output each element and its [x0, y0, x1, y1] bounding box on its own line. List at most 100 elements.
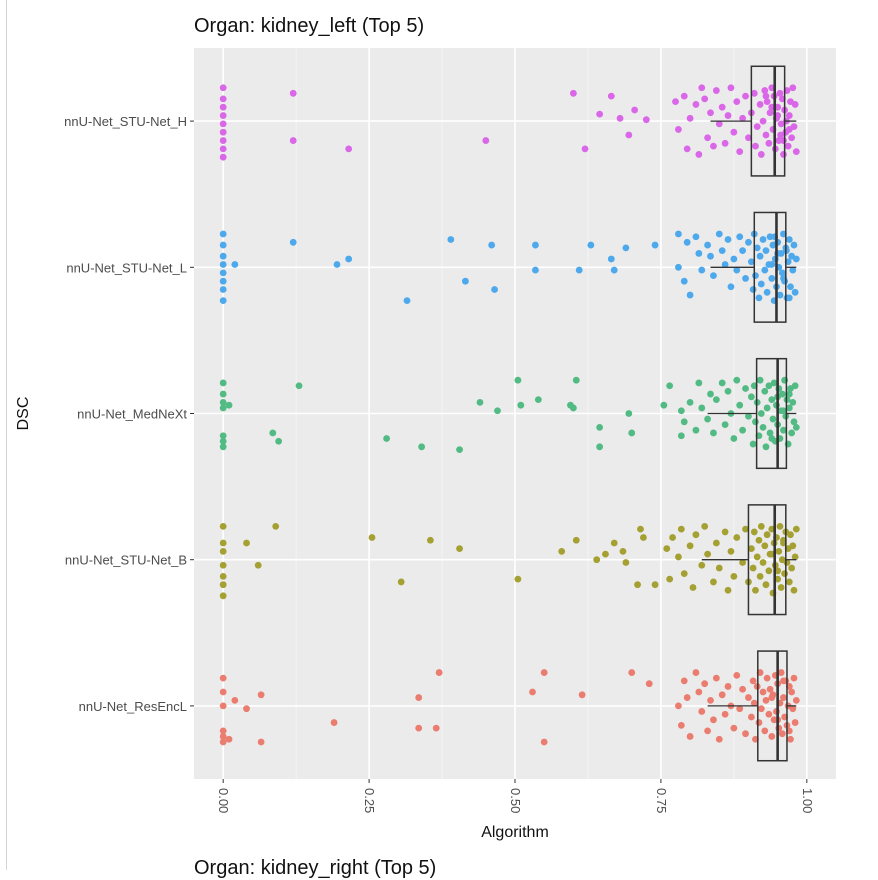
data-point: [749, 564, 757, 572]
data-point: [295, 382, 303, 390]
data-point: [745, 134, 752, 142]
data-point: [704, 415, 711, 423]
data-point: [269, 429, 277, 437]
data-point: [219, 443, 227, 451]
data-point: [572, 376, 580, 384]
data-point: [710, 578, 717, 586]
data-point: [219, 95, 227, 103]
data-point: [675, 702, 682, 710]
data-point: [766, 109, 774, 117]
data-point: [733, 671, 741, 679]
data-point: [727, 84, 735, 92]
data-point: [747, 713, 755, 721]
data-point: [721, 528, 729, 536]
data-point: [692, 101, 700, 108]
data-point: [330, 719, 338, 726]
data-point: [345, 145, 353, 153]
data-point: [787, 283, 794, 291]
data-point: [724, 683, 732, 690]
data-point: [789, 398, 797, 406]
data-point: [715, 230, 723, 238]
x-tick-label: 1.00: [800, 788, 815, 813]
data-point: [765, 382, 773, 390]
data-point: [219, 733, 227, 740]
data-point: [219, 572, 227, 580]
data-point: [721, 139, 729, 147]
data-point: [757, 705, 765, 713]
data-point: [712, 396, 720, 404]
data-point: [482, 137, 490, 144]
data-point: [742, 525, 749, 533]
data-point: [785, 112, 793, 119]
data-point: [765, 139, 773, 147]
data-point: [447, 236, 455, 243]
data-point: [686, 291, 694, 299]
data-point: [733, 98, 741, 106]
data-point: [759, 559, 767, 566]
data-point: [762, 696, 770, 704]
data-point: [631, 106, 639, 114]
data-point: [777, 120, 785, 128]
data-point: [456, 545, 463, 552]
data-point: [790, 418, 798, 426]
data-point: [791, 101, 799, 108]
data-point: [776, 89, 784, 97]
data-point: [742, 385, 749, 392]
boxplot-nnU-Net_STU-Net_L: [710, 211, 797, 323]
data-point: [789, 705, 797, 713]
data-point: [219, 84, 227, 92]
data-point: [780, 151, 787, 158]
data-point: [759, 236, 767, 243]
data-point: [219, 153, 227, 161]
data-point: [710, 142, 717, 150]
data-point: [219, 581, 227, 589]
data-point: [704, 550, 711, 558]
data-point: [768, 733, 776, 740]
data-point: [686, 114, 694, 122]
data-point: [788, 564, 796, 572]
data-point: [695, 688, 703, 696]
data-point: [435, 669, 443, 676]
data-point: [677, 525, 685, 533]
data-point: [219, 437, 227, 445]
data-point: [791, 288, 799, 296]
data-point: [785, 404, 793, 412]
data-point: [721, 261, 729, 268]
data-point: [581, 145, 589, 153]
data-point: [762, 92, 770, 100]
data-point: [698, 266, 706, 274]
data-point: [634, 581, 641, 589]
data-point: [686, 398, 694, 406]
y-tick-label: nnU-Net_MedNeXt: [77, 407, 187, 422]
data-point: [777, 669, 785, 676]
data-point: [766, 233, 774, 241]
data-point: [739, 247, 747, 255]
data-point: [219, 398, 227, 406]
data-point: [651, 581, 659, 589]
data-point: [761, 266, 769, 274]
data-point: [219, 103, 227, 111]
data-point: [756, 572, 764, 580]
data-point: [225, 735, 233, 743]
data-point: [755, 536, 763, 544]
series-nnU-Net_STU-Net_L: [219, 230, 800, 305]
data-point: [663, 545, 671, 552]
data-point: [730, 435, 738, 442]
y-tick-label: nnU-Net_STU-Net_L: [66, 260, 187, 275]
data-point: [791, 719, 799, 726]
data-point: [718, 379, 726, 387]
data-point: [766, 429, 774, 437]
data-point: [768, 275, 776, 282]
data-point: [596, 423, 604, 431]
box-iqr: [747, 504, 787, 616]
boxplot-nnU-Net_ResEncL: [707, 650, 797, 762]
data-point: [607, 255, 615, 263]
data-point: [695, 250, 703, 257]
data-point: [677, 721, 685, 729]
data-point: [742, 275, 749, 282]
data-point: [776, 291, 784, 299]
data-point: [677, 432, 685, 440]
data-point: [752, 142, 759, 150]
data-point: [456, 446, 463, 454]
